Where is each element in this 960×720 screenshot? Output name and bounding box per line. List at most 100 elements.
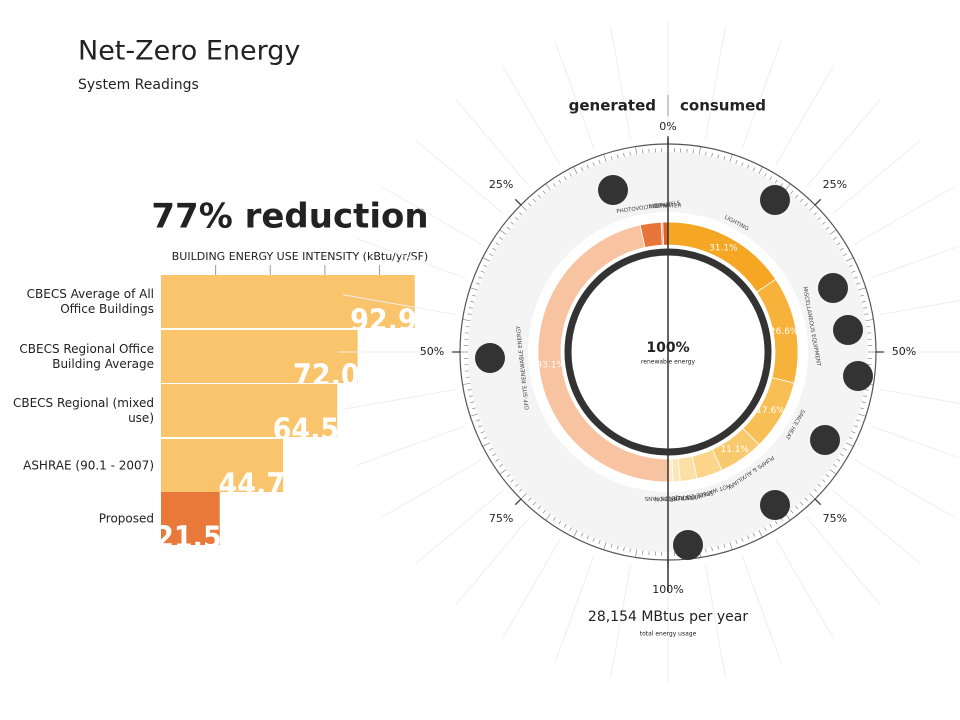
ring-tick — [462, 319, 471, 322]
ray — [704, 563, 726, 678]
ring-tick — [483, 436, 488, 440]
bar-value-label: 92.9 — [350, 304, 417, 339]
ring-tick — [467, 313, 472, 315]
ring-tick — [829, 229, 837, 235]
ring-tick — [629, 548, 631, 553]
ring-tick — [856, 282, 861, 285]
ring-tick — [573, 166, 578, 174]
ring-tick — [514, 483, 519, 488]
bar — [161, 330, 358, 383]
ring-tick — [764, 173, 767, 177]
ring-tick — [499, 237, 503, 240]
ring-tick — [528, 497, 532, 501]
ring-tick — [475, 419, 480, 422]
icon — [598, 175, 628, 205]
ring-tick — [839, 453, 844, 457]
ray — [775, 537, 834, 639]
ring-tick — [809, 493, 816, 500]
ring-tick — [545, 183, 551, 191]
ring-tick — [598, 540, 601, 545]
ring-tick — [528, 203, 532, 207]
ring-tick — [610, 543, 613, 548]
ray — [502, 65, 561, 167]
ring-tick — [499, 469, 507, 475]
ray — [853, 186, 955, 245]
ring-tick — [616, 545, 619, 550]
ring-tick — [821, 479, 826, 483]
ring-tick — [558, 520, 562, 525]
x-axis-label: BUILDING ENERGY USE INTENSITY (kBtu/yr/S… — [172, 250, 428, 263]
ray — [704, 26, 726, 141]
ring-tick — [817, 483, 822, 488]
ring-tick — [586, 535, 589, 540]
ring-tick — [482, 257, 490, 262]
ring-tick — [563, 523, 567, 528]
ring-tick — [623, 152, 625, 157]
bar — [161, 384, 338, 437]
segment-value-label: 17.6% — [756, 406, 785, 416]
scale-label: 25% — [489, 178, 513, 191]
ring-tick — [569, 173, 572, 177]
category-label: CBECS Regional (mixed use) — [12, 395, 154, 425]
ring-tick — [866, 326, 871, 328]
ring-tick — [851, 270, 856, 273]
ring-tick — [598, 159, 601, 164]
ring-tick — [858, 413, 866, 417]
ring-tick — [723, 543, 726, 548]
icon — [810, 425, 840, 455]
ring-tick — [711, 547, 713, 552]
center-label: 100% — [646, 340, 689, 356]
ring-tick — [764, 527, 767, 531]
ring-tick — [586, 164, 589, 169]
icon — [673, 530, 703, 560]
ring-tick — [856, 419, 861, 422]
ring-tick — [558, 179, 562, 184]
ring-tick — [472, 294, 477, 297]
scale-label: 50% — [892, 345, 916, 358]
ray — [832, 139, 922, 215]
ring-tick — [705, 548, 707, 553]
ring-tick — [532, 198, 537, 203]
ring-tick — [603, 154, 607, 162]
ray — [805, 98, 881, 188]
ray — [381, 186, 483, 245]
total-sublabel: total energy usage — [640, 631, 697, 638]
bar — [161, 492, 220, 545]
ring-tick — [519, 488, 523, 492]
icon — [818, 273, 848, 303]
ring-tick — [846, 257, 854, 262]
ray — [357, 425, 467, 466]
segment-label: VENTILATION FANS — [644, 494, 697, 501]
ring-tick — [809, 204, 816, 211]
ring-tick — [506, 474, 511, 478]
ring-tick — [532, 501, 537, 506]
ring-tick — [553, 183, 556, 187]
ring-tick — [758, 166, 763, 174]
icon — [475, 343, 505, 373]
ring-tick — [735, 540, 738, 545]
ring-tick — [475, 282, 480, 285]
ring-tick — [825, 226, 830, 230]
ring-tick — [747, 535, 750, 540]
icon — [843, 361, 873, 391]
ring-tick — [711, 152, 713, 157]
ring-tick — [553, 517, 556, 521]
ray — [869, 245, 960, 279]
bar-value-label: 64.5 — [273, 413, 340, 448]
ring-tick — [853, 276, 858, 279]
ring-tick — [462, 382, 471, 385]
ray — [455, 98, 531, 188]
ring-tick — [795, 505, 799, 510]
ring-tick — [499, 229, 507, 235]
ring-tick — [495, 458, 500, 462]
ring-tick — [705, 151, 707, 156]
ray — [879, 300, 960, 316]
ray — [502, 537, 561, 639]
ring-tick — [735, 159, 738, 164]
ring-tick — [769, 523, 773, 528]
bar — [161, 275, 415, 328]
ring-tick — [480, 431, 485, 434]
ring-tick — [616, 154, 619, 159]
scale-label: 0% — [659, 120, 676, 133]
